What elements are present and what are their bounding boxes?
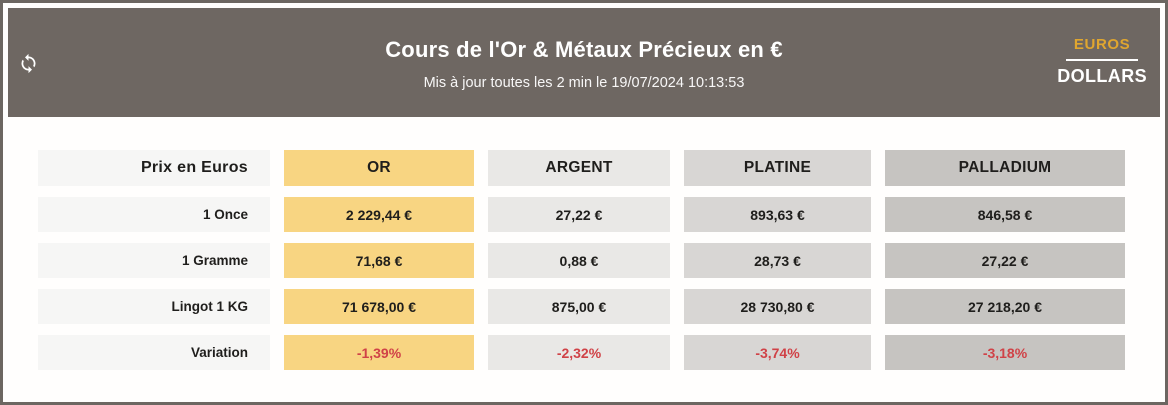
update-timestamp: Mis à jour toutes les 2 min le 19/07/202…	[423, 74, 745, 91]
currency-option-dollars[interactable]: DOLLARS	[1057, 66, 1147, 86]
row-label: Lingot 1 KG	[38, 289, 270, 324]
column-header-platine: PLATINE	[684, 150, 871, 186]
currency-toggle-divider	[1066, 59, 1139, 61]
price-cell-or-gramme: 71,68 €	[284, 243, 474, 278]
price-cell-or-once: 2 229,44 €	[284, 197, 474, 232]
variation-cell-palladium: -3,18%	[885, 335, 1125, 370]
price-cell-palladium-gramme: 27,22 €	[885, 243, 1125, 278]
column-header-argent: ARGENT	[488, 150, 670, 186]
row-label: 1 Gramme	[38, 243, 270, 278]
price-cell-platine-gramme: 28,73 €	[684, 243, 871, 278]
table-row-lingot: Lingot 1 KG 71 678,00 € 875,00 € 28 730,…	[38, 289, 1160, 324]
price-cell-platine-once: 893,63 €	[684, 197, 871, 232]
metals-price-table: Prix en Euros OR ARGENT PLATINE PALLADIU…	[8, 117, 1160, 370]
column-header-palladium: PALLADIUM	[885, 150, 1125, 186]
page-title: Cours de l'Or & Métaux Précieux en €	[385, 36, 783, 62]
table-header-row: Prix en Euros OR ARGENT PLATINE PALLADIU…	[38, 150, 1160, 186]
price-cell-argent-lingot: 875,00 €	[488, 289, 670, 324]
refresh-button[interactable]	[15, 50, 41, 76]
table-row-variation: Variation -1,39% -2,32% -3,74% -3,18%	[38, 335, 1160, 370]
variation-cell-or: -1,39%	[284, 335, 474, 370]
price-cell-argent-gramme: 0,88 €	[488, 243, 670, 278]
row-label: 1 Once	[38, 197, 270, 232]
variation-cell-platine: -3,74%	[684, 335, 871, 370]
refresh-sync-icon	[18, 53, 39, 74]
table-row-gramme: 1 Gramme 71,68 € 0,88 € 28,73 € 27,22 €	[38, 243, 1160, 278]
currency-option-euros[interactable]: EUROS	[1073, 36, 1131, 53]
price-cell-or-lingot: 71 678,00 €	[284, 289, 474, 324]
widget-header: Cours de l'Or & Métaux Précieux en € Mis…	[8, 8, 1160, 117]
table-row-once: 1 Once 2 229,44 € 27,22 € 893,63 € 846,5…	[38, 197, 1160, 232]
corner-header-cell: Prix en Euros	[38, 150, 270, 186]
price-cell-palladium-once: 846,58 €	[885, 197, 1125, 232]
price-cell-platine-lingot: 28 730,80 €	[684, 289, 871, 324]
variation-cell-argent: -2,32%	[488, 335, 670, 370]
row-label: Variation	[38, 335, 270, 370]
column-header-or: OR	[284, 150, 474, 186]
price-cell-palladium-lingot: 27 218,20 €	[885, 289, 1125, 324]
currency-toggle: EUROS DOLLARS	[1057, 36, 1147, 87]
price-cell-argent-once: 27,22 €	[488, 197, 670, 232]
